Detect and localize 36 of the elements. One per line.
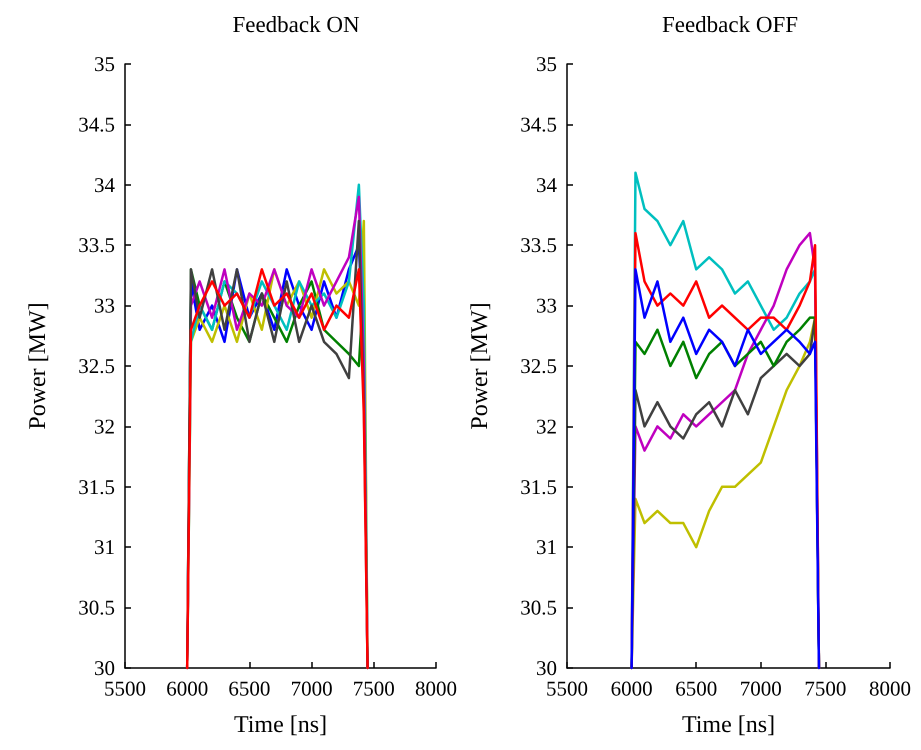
y-tick-label: 33.5 (78, 233, 115, 258)
y-tick-label: 34 (536, 172, 558, 197)
y-tick-label: 33 (536, 294, 557, 318)
y-tick-label: 35 (94, 52, 115, 76)
chart-title: Feedback OFF (662, 12, 798, 37)
x-tick-label: 6500 (228, 676, 270, 700)
y-tick-label: 31.5 (520, 474, 557, 499)
x-tick-label: 7500 (352, 676, 395, 700)
y-tick-label: 31 (536, 535, 557, 560)
y-axis-title: Power [MW] (25, 302, 51, 430)
y-tick-label: 30.5 (78, 596, 115, 620)
y-tick-label: 32 (94, 414, 115, 438)
x-tick-label: 7000 (740, 676, 782, 700)
y-tick-label: 33 (94, 294, 115, 318)
x-tick-label: 7500 (804, 676, 846, 700)
y-tick-label: 33.5 (520, 233, 557, 258)
y-tick-label: 34 (94, 172, 116, 197)
x-axis-title: Time [ns] (234, 712, 328, 738)
x-axis-title: Time [ns] (682, 712, 776, 738)
y-axis-title: Power [MW] (467, 302, 493, 430)
x-tick-label: 6000 (610, 676, 653, 700)
x-tick-label: 6500 (675, 676, 718, 700)
y-tick-label: 32 (536, 414, 557, 438)
x-tick-label: 8000 (415, 676, 457, 700)
x-tick-label: 8000 (869, 676, 911, 700)
y-tick-label: 32.5 (78, 354, 115, 378)
x-tick-label: 7000 (290, 676, 333, 700)
y-tick-label: 30.5 (520, 596, 557, 620)
y-tick-label: 34.5 (520, 112, 557, 136)
y-tick-label: 32.5 (520, 354, 557, 378)
x-tick-label: 6000 (166, 676, 208, 700)
y-tick-label: 31.5 (78, 474, 115, 499)
y-tick-label: 35 (536, 52, 557, 76)
chart-title: Feedback ON (232, 12, 360, 37)
y-tick-label: 34.5 (78, 112, 115, 136)
y-tick-label: 31 (94, 535, 115, 560)
